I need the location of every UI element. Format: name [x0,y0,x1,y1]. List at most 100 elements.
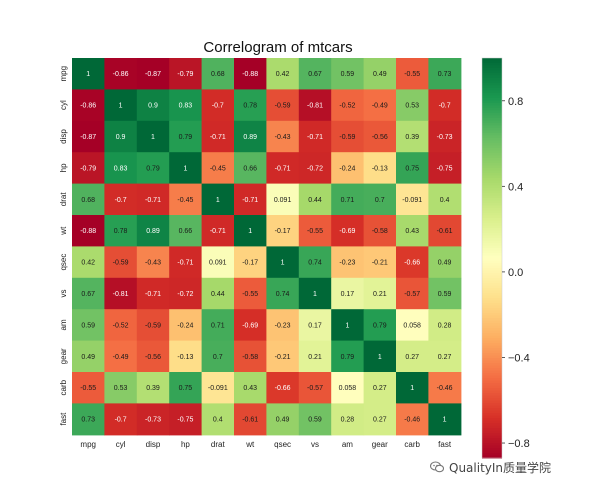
colorbar-segment [482,325,502,329]
colorbar-segment [482,175,502,179]
colorbar-segment [482,198,502,202]
x-tick-label: am [342,440,353,449]
colorbar-segment [482,428,502,432]
cell-value-label: -0.17 [275,228,291,235]
cell-value-label: -0.55 [242,291,258,298]
colorbar-segment [482,273,502,277]
colorbar-segment [482,173,502,177]
cell-value-label: 0.71 [341,197,355,204]
colorbar-segment [482,393,502,397]
heatmap-cell [234,152,267,185]
colorbar-segment [482,345,502,349]
cell-value-label: -0.7 [115,417,127,424]
colorbar-segment [482,103,502,107]
colorbar-segment [482,343,502,347]
heatmap-cell [136,152,170,185]
heatmap-cell [298,372,332,404]
cell-value-label: -0.57 [404,291,420,298]
wechat-icon [430,461,444,473]
heatmap-cell [169,215,203,247]
heatmap-cell [363,89,397,122]
heatmap-cell [104,152,138,185]
colorbar-segment [482,448,502,452]
cell-value-label: 0.74 [276,291,290,298]
cell-value-label: -0.71 [210,134,226,141]
heatmap-cell [298,183,332,216]
heatmap-cell [266,120,300,153]
colorbar-segment [482,243,502,247]
cell-value-label: 0.59 [308,417,322,424]
cell-value-label: -0.45 [177,197,193,204]
heatmap-cell [266,309,300,342]
colorbar-segment [482,383,502,387]
colorbar-segment [482,250,502,254]
heatmap-cell [266,215,300,247]
cell-value-label: 0.75 [405,165,419,172]
cell-value-label: 0.43 [405,228,419,235]
colorbar-segment [482,68,502,72]
cell-value-label: 0.83 [179,103,193,110]
colorbar-segment [482,213,502,217]
cell-value-label: 1 [378,354,382,361]
heatmap-cell [298,120,332,153]
y-tick-label: gear [59,348,68,364]
colorbar-segment [482,163,502,167]
colorbar-tick-label: −0.8 [508,438,530,450]
colorbar-segment [482,300,502,304]
colorbar-segment [482,410,502,414]
cell-value-label: -0.71 [145,197,161,204]
y-axis-tick-labels: mpg cyl disp hp drat wt qsec vs am gear carb fast [59,66,68,426]
colorbar-segment [482,350,502,354]
colorbar-segment [482,128,502,132]
heatmap-cell [363,183,397,216]
heatmap-cell [266,340,300,373]
cell-value-label: 0.59 [341,71,355,78]
cell-value-label: -0.88 [80,228,96,235]
heatmap-cell [266,152,300,185]
cell-value-label: 1 [216,197,220,204]
colorbar-segment [482,423,502,427]
cell-value-label: 0.49 [276,417,290,424]
colorbar-segment [482,120,502,124]
colorbar-segment [482,248,502,252]
colorbar-segment [482,63,502,67]
heatmap-cell [428,215,462,247]
cell-value-label: -0.58 [242,354,258,361]
colorbar-segment [482,278,502,282]
heatmap-cell [72,277,105,310]
heatmap-cell [396,372,429,404]
colorbar-segment [482,373,502,377]
heatmap-cell [201,277,235,310]
heatmap-cell [266,183,300,216]
cell-value-label: -0.71 [242,197,258,204]
cell-value-label: 0.53 [114,385,128,392]
heatmap-cell [169,89,203,122]
cell-value-label: -0.71 [177,260,193,267]
cell-value-label: 0.79 [373,322,387,329]
colorbar-segment [482,303,502,307]
colorbar-frame [481,57,503,459]
colorbar-segment [482,395,502,399]
colorbar-segment [482,420,502,424]
cell-value-label: -0.24 [177,322,193,329]
colorbar-segment [482,280,502,284]
y-tick-label: cyl [59,100,68,110]
cell-value-label: -0.75 [437,165,453,172]
colorbar-segment [482,220,502,224]
colorbar-segment [482,305,502,309]
y-tick-label: am [59,319,68,330]
colorbar-segment [482,180,502,184]
colorbar-segment [482,203,502,207]
cell-value-label: -0.23 [275,322,291,329]
colorbar-segment [482,100,502,104]
cell-value-label: -0.79 [80,165,96,172]
colorbar-tick-label: −0.4 [508,352,530,364]
heatmap-cell [104,277,138,310]
cell-value-label: -0.59 [339,134,355,141]
heatmap-cell [201,120,235,153]
cell-value-label: -0.7 [115,197,127,204]
colorbar-segment [482,430,502,434]
colorbar-segment [482,190,502,194]
colorbar-segment [482,310,502,314]
cell-value-label: 0.9 [148,103,158,110]
